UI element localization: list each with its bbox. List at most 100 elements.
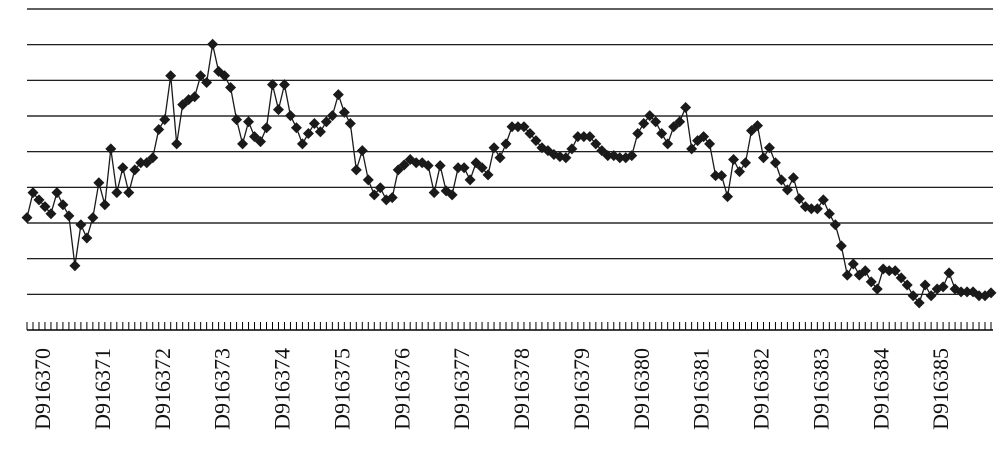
data-point <box>943 267 955 279</box>
x-tick-label: D916378 <box>509 348 534 430</box>
data-point <box>350 164 362 176</box>
data-point <box>482 169 494 181</box>
data-point <box>865 276 877 288</box>
data-point <box>763 142 775 154</box>
x-tick-label: D916375 <box>329 348 354 430</box>
data-point <box>740 157 752 169</box>
data-point <box>907 290 919 302</box>
data-point <box>841 269 853 281</box>
data-point <box>805 203 817 215</box>
data-point <box>458 162 470 174</box>
data-point <box>398 159 410 171</box>
data-point <box>512 121 524 133</box>
data-point <box>201 76 213 88</box>
data-point <box>362 174 374 186</box>
data-point <box>751 120 763 132</box>
data-point <box>937 281 949 293</box>
data-point <box>530 135 542 147</box>
data-point <box>272 104 284 116</box>
data-point <box>560 152 572 164</box>
data-point <box>871 283 883 295</box>
x-tick-label: D916374 <box>270 348 295 430</box>
x-tick-label: D916377 <box>449 348 474 430</box>
data-point <box>308 117 320 129</box>
data-point <box>51 187 63 199</box>
data-point <box>524 127 536 139</box>
data-point <box>356 145 368 157</box>
data-point <box>847 258 859 270</box>
data-point <box>27 187 39 199</box>
data-point <box>722 191 734 203</box>
data-point <box>494 152 506 164</box>
data-point <box>189 91 201 103</box>
data-point <box>829 219 841 231</box>
x-tick-label: D916372 <box>150 348 175 430</box>
data-point <box>231 114 243 126</box>
data-point <box>225 81 237 93</box>
data-point <box>823 208 835 220</box>
data-point <box>638 117 650 129</box>
data-point <box>650 116 662 128</box>
data-point <box>129 164 141 176</box>
data-point <box>919 279 931 291</box>
x-tick-label: D916382 <box>749 348 774 430</box>
data-point <box>716 170 728 182</box>
data-point <box>883 265 895 277</box>
data-point <box>153 124 165 136</box>
data-point <box>338 106 350 118</box>
data-point <box>75 219 87 231</box>
data-point <box>518 121 530 133</box>
data-point <box>488 142 500 154</box>
x-tick-label: D916379 <box>569 348 594 430</box>
data-point <box>566 143 578 155</box>
data-point <box>698 131 710 143</box>
data-point <box>422 160 434 172</box>
data-point <box>757 152 769 164</box>
data-point <box>476 162 488 174</box>
data-point <box>147 152 159 164</box>
data-point <box>895 272 907 284</box>
x-tick-label: D916381 <box>689 348 714 430</box>
data-point <box>955 286 967 298</box>
data-point <box>159 114 171 126</box>
data-point <box>63 210 75 222</box>
data-point <box>500 138 512 150</box>
x-tick-label: D916384 <box>868 348 893 430</box>
data-point <box>266 79 278 91</box>
data-point <box>787 172 799 184</box>
data-point <box>284 110 296 122</box>
data-point <box>686 143 698 155</box>
x-tick-label: D916380 <box>629 348 654 430</box>
data-point <box>734 166 746 178</box>
data-point <box>165 70 177 82</box>
data-point <box>410 157 422 169</box>
data-point <box>578 131 590 143</box>
data-point <box>93 177 105 189</box>
data-point <box>704 138 716 150</box>
data-point <box>710 170 722 182</box>
data-point <box>506 121 518 133</box>
data-point <box>290 122 302 134</box>
data-line <box>26 44 992 305</box>
data-point <box>452 162 464 174</box>
x-tick-label: D916370 <box>30 348 55 430</box>
data-point <box>674 116 686 128</box>
data-point <box>428 187 440 199</box>
data-point <box>326 110 338 122</box>
x-tick-label: D916385 <box>928 348 953 430</box>
data-point <box>105 143 117 155</box>
data-point <box>21 212 33 224</box>
data-point <box>434 160 446 172</box>
data-point <box>33 194 45 206</box>
data-point <box>985 287 997 299</box>
data-point <box>835 240 847 252</box>
data-point <box>368 189 380 201</box>
data-point <box>117 162 129 174</box>
data-point <box>99 199 111 211</box>
data-point <box>386 192 398 204</box>
data-point <box>913 297 925 309</box>
data-point <box>171 138 183 150</box>
x-tick-label: D916373 <box>210 348 235 430</box>
data-point <box>644 110 656 122</box>
